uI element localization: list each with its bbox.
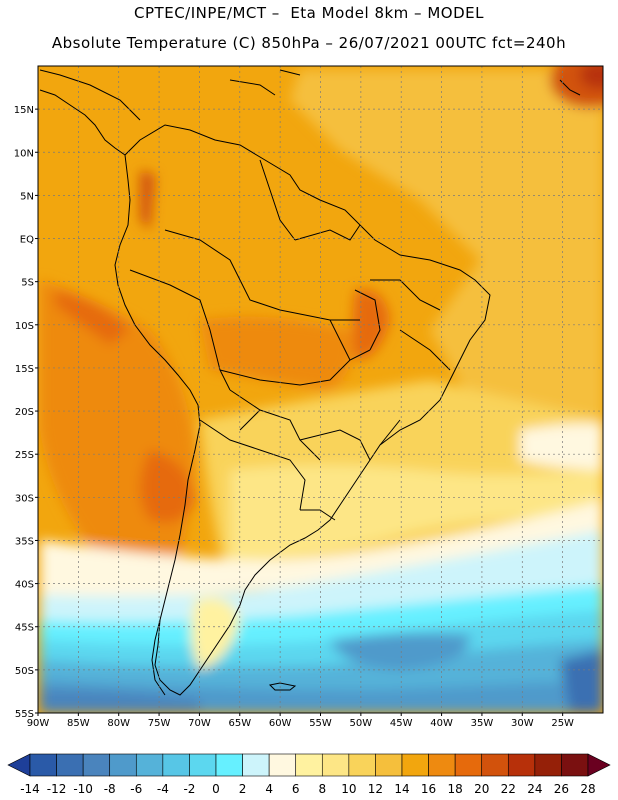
colorbar-label: 8 (318, 782, 326, 796)
longitude-label: 35W (471, 718, 494, 729)
colorbar-swatch (56, 753, 84, 777)
colorbar-min-arrow (7, 753, 31, 777)
colorbar-swatch (29, 753, 57, 777)
colorbar-swatch (454, 753, 483, 777)
temperature-field (38, 66, 603, 713)
latitude-label: 10N (14, 148, 34, 159)
longitude-label: 85W (67, 718, 90, 729)
colorbar-swatch (135, 753, 164, 777)
latitude-label: 30S (15, 493, 34, 504)
longitude-label: 75W (148, 718, 171, 729)
colorbar-label: -2 (183, 782, 195, 796)
colorbar-swatch (561, 753, 589, 777)
colorbar-label: -12 (47, 782, 67, 796)
colorbar-label: 2 (239, 782, 247, 796)
latitude-label: 20S (15, 407, 34, 418)
colorbar-swatch (295, 753, 323, 777)
colorbar-label: 26 (554, 782, 569, 796)
colorbar-swatch (189, 753, 217, 777)
colorbar-label: -6 (130, 782, 142, 796)
colorbar-label: -14 (20, 782, 40, 796)
latitude-label: 50S (15, 666, 34, 677)
colorbar-swatch (375, 753, 403, 777)
colorbar-swatch (401, 753, 429, 777)
map-grid (38, 66, 603, 713)
latitude-label: 40S (15, 580, 34, 591)
longitude-label: 70W (188, 718, 211, 729)
longitude-label: 50W (350, 718, 373, 729)
colorbar-label: -10 (73, 782, 93, 796)
latitude-label: 5S (21, 278, 34, 289)
colorbar-labels: -14 -12 -10 -8 -6 -4 -2 0 2 4 6 8 10 12 14 16 18 20 22 24 26… (20, 782, 595, 796)
colorbar-label: 4 (265, 782, 273, 796)
longitude-label: 60W (269, 718, 292, 729)
latitude-label: 35S (15, 536, 34, 547)
latitude-label: 15N (14, 105, 34, 116)
colorbar-label: -8 (104, 782, 116, 796)
colorbar-label: 6 (292, 782, 300, 796)
colorbar-label: 22 (501, 782, 516, 796)
colorbar (7, 753, 611, 777)
colorbar-swatch (82, 753, 111, 777)
colorbar-swatch (242, 753, 270, 777)
longitude-label: 90W (27, 718, 50, 729)
latitude-label: 10S (15, 321, 34, 332)
colorbar-swatch (321, 753, 350, 777)
colorbar-label: 24 (527, 782, 542, 796)
colorbar-label: 10 (341, 782, 356, 796)
longitude-label: 55W (309, 718, 332, 729)
colorbar-swatch (348, 753, 376, 777)
colorbar-label: 18 (448, 782, 463, 796)
colorbar-label: 14 (394, 782, 409, 796)
latitude-label: 25S (15, 450, 34, 461)
colorbar-swatch (268, 753, 297, 777)
colorbar-label: 0 (212, 782, 220, 796)
colorbar-swatch (109, 753, 137, 777)
colorbar-max-arrow (587, 753, 611, 777)
colorbar-label: -4 (157, 782, 169, 796)
colorbar-swatch (215, 753, 243, 777)
longitude-label: 80W (107, 718, 130, 729)
latitude-label: 45S (15, 623, 34, 634)
latitude-label: EQ (20, 235, 34, 246)
colorbar-swatch (428, 753, 456, 777)
longitude-label: 65W (228, 718, 251, 729)
latitude-label: 15S (15, 364, 34, 375)
colorbar-label: 16 (421, 782, 436, 796)
chart-subtitle: Absolute Temperature (C) 850hPa – 26/07/… (51, 34, 567, 52)
colorbar-swatch (481, 753, 509, 777)
chart-title: CPTEC/INPE/MCT – Eta Model 8km – MODEL (134, 4, 484, 22)
longitude-label: 45W (390, 718, 413, 729)
longitude-labels: 90W 85W 80W 75W 70W 65W 60W 55W 50W 45W 40W 35W 30W 2… (27, 713, 574, 729)
longitude-label: 40W (430, 718, 453, 729)
colorbar-swatch (162, 753, 190, 777)
colorbar-label: 20 (474, 782, 489, 796)
longitude-label: 25W (551, 718, 574, 729)
latitude-labels: 15N 10N 5N EQ 5S 10S 15S 20S 25S 30S 35S 40S 45S 50S 5… (14, 105, 38, 720)
latitude-label: 55S (15, 709, 34, 720)
colorbar-swatch (507, 753, 536, 777)
colorbar-label: 12 (368, 782, 383, 796)
colorbar-swatch (534, 753, 562, 777)
latitude-label: 5N (20, 191, 34, 202)
coastline (39, 69, 581, 696)
longitude-label: 30W (511, 718, 534, 729)
colorbar-label: 28 (580, 782, 595, 796)
